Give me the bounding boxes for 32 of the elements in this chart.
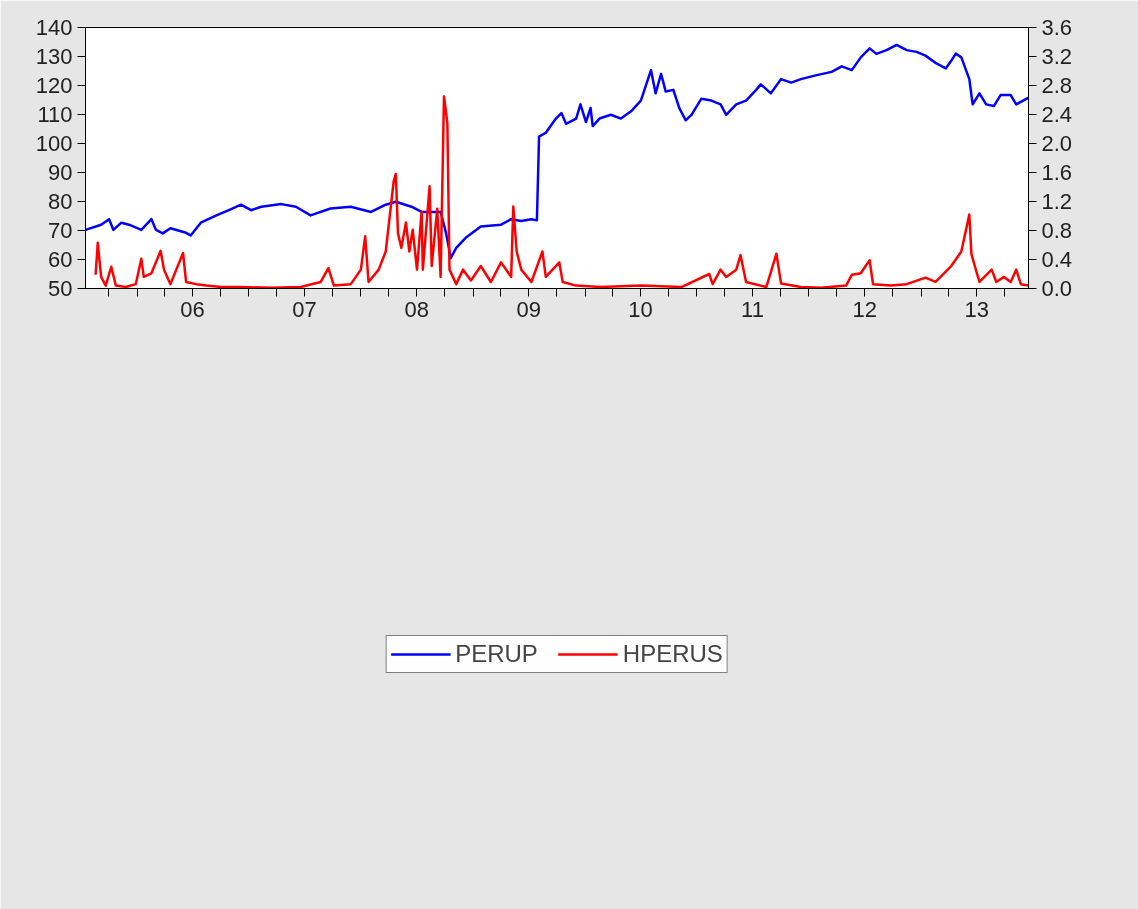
x-tick-label: 09 [516, 296, 541, 322]
y-tick-label: 50 [48, 276, 73, 301]
y2-tick-label: 3.2 [1041, 44, 1073, 69]
y-tick-label: 90 [48, 160, 73, 185]
x-tick-label: 06 [180, 296, 205, 322]
legend-label: PERUP [455, 640, 538, 668]
y2-tick-label: 1.2 [1041, 189, 1073, 214]
y2-tick-label: 3.6 [1041, 15, 1073, 40]
y2-tick-label: 2.0 [1041, 131, 1073, 156]
y2-tick-label: 2.8 [1041, 73, 1073, 98]
x-tick-label: 08 [404, 296, 429, 322]
y-tick-label: 120 [35, 73, 73, 98]
y-tick-label: 140 [35, 15, 73, 40]
y2-tick-label: 0.8 [1041, 218, 1073, 243]
y-tick-label: 130 [35, 44, 73, 69]
y-tick-label: 100 [35, 131, 73, 156]
y2-tick-label: 0.4 [1041, 247, 1073, 272]
x-tick-label: 13 [964, 296, 989, 322]
y-tick-label: 60 [48, 247, 73, 272]
legend-label: HPERUS [622, 640, 723, 668]
y-tick-label: 110 [37, 102, 73, 127]
y-tick-label: 70 [48, 218, 73, 243]
line-series [94, 95, 1029, 289]
x-tick-label: 07 [292, 296, 317, 322]
x-tick-label: 11 [741, 296, 764, 322]
y2-tick-label: 0.0 [1041, 276, 1073, 301]
y2-tick-label: 1.6 [1041, 160, 1073, 185]
line-series [85, 43, 1029, 260]
x-tick-label: 10 [628, 296, 653, 322]
y-tick-label: 80 [48, 189, 73, 214]
x-tick-label: 12 [852, 296, 877, 322]
y2-tick-label: 2.4 [1041, 102, 1073, 127]
